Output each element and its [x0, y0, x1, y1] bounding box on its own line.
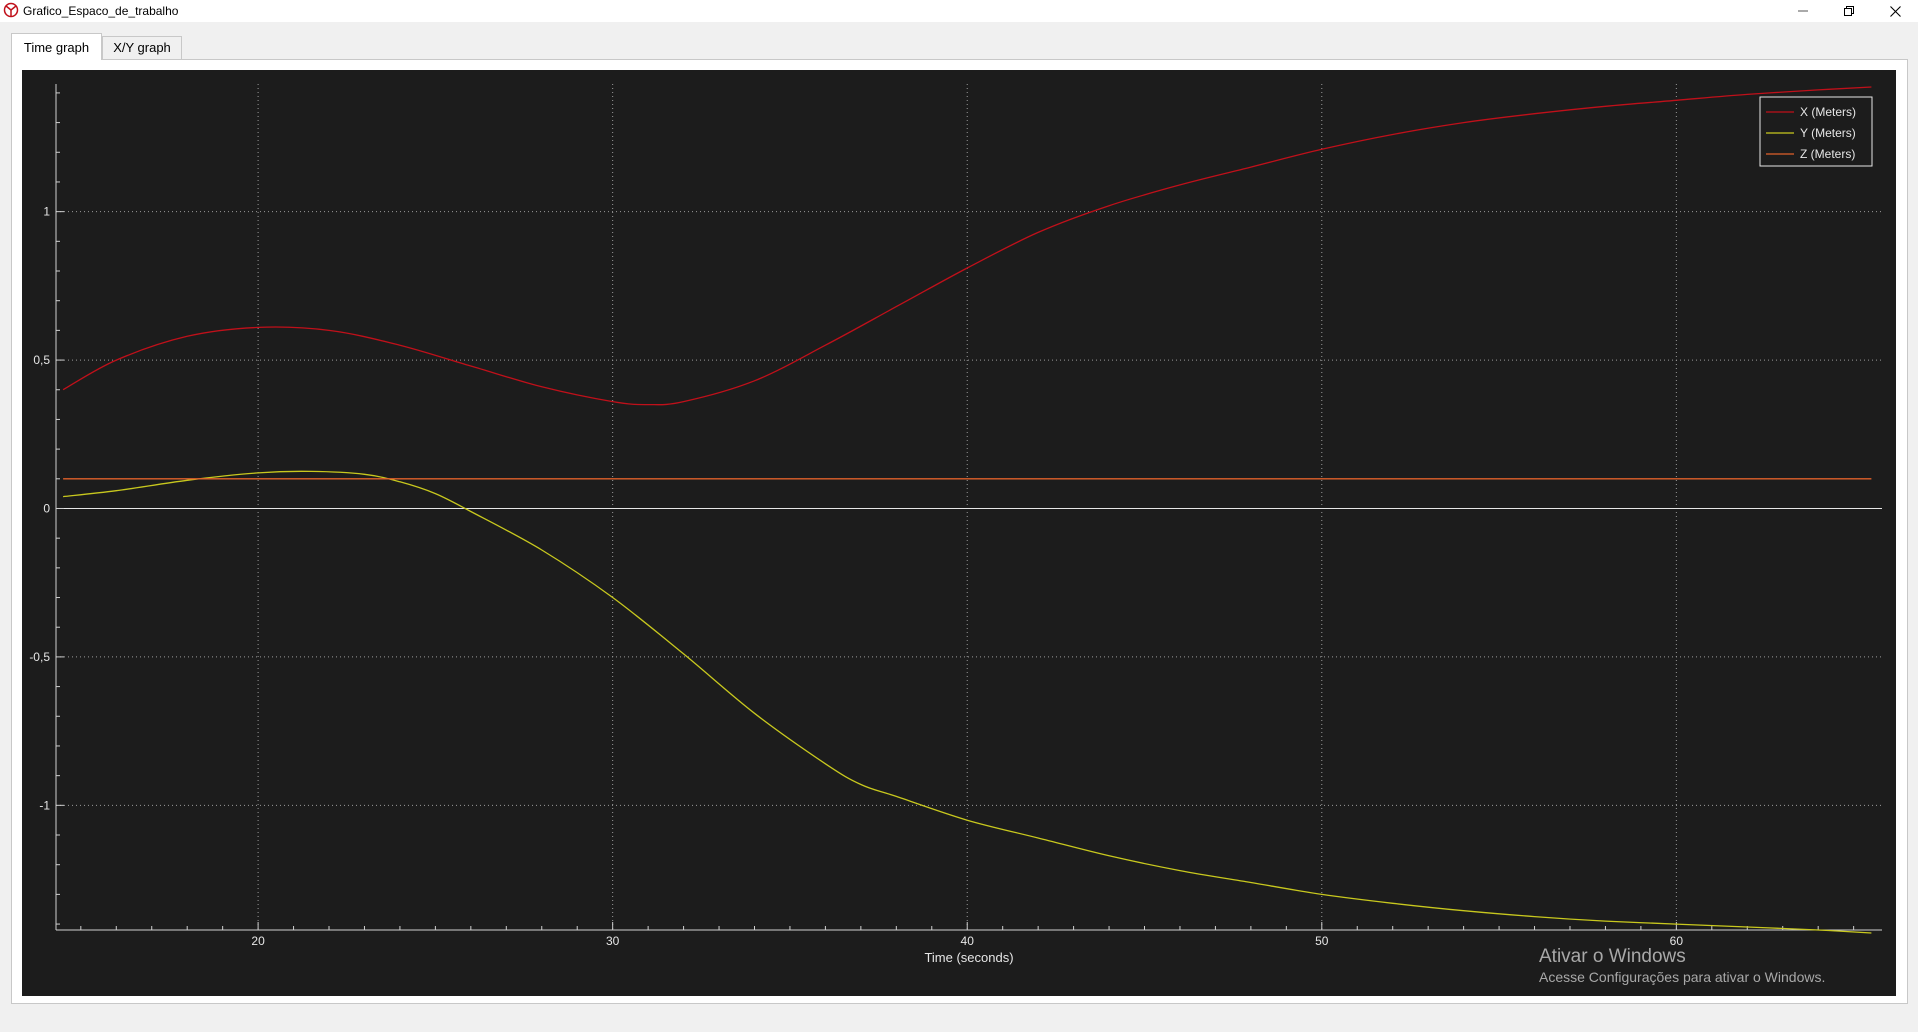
grid-lines [56, 84, 1882, 930]
close-icon [1889, 5, 1901, 17]
y-tick-label: 1 [43, 205, 50, 219]
tab-time-graph[interactable]: Time graph [11, 33, 102, 60]
legend[interactable]: X (Meters) Y (Meters) Z (Meters) [1759, 96, 1873, 167]
time-graph-chart[interactable]: 20 30 40 50 60 -1 -0,5 0 0,5 1 Time (seconds) X (… [22, 70, 1896, 996]
close-button[interactable] [1872, 0, 1918, 22]
tab-xy-graph[interactable]: X/Y graph [102, 36, 182, 59]
legend-label-z: Z (Meters) [1800, 147, 1855, 161]
x-tick-label: 30 [606, 934, 620, 948]
y-tick-label: 0,5 [33, 353, 50, 367]
series-y-line [63, 470, 1872, 934]
restore-button[interactable] [1826, 0, 1872, 22]
x-tick-label: 40 [961, 934, 975, 948]
tick-marks: 20 30 40 50 60 -1 -0,5 0 0,5 1 [29, 92, 1855, 948]
series-x-line [62, 86, 1872, 406]
series-lines [62, 86, 1872, 934]
watermark-subtitle: Acesse Configurações para ativar o Windo… [1539, 969, 1826, 985]
plot-area[interactable]: 20 30 40 50 60 -1 -0,5 0 0,5 1 Time (seconds) X (… [22, 70, 1896, 996]
axes [55, 84, 1882, 931]
x-tick-label: 60 [1670, 934, 1684, 948]
title-bar[interactable]: Grafico_Espaco_de_trabalho [0, 0, 1918, 22]
y-tick-label: 0 [43, 501, 50, 515]
y-tick-label: -1 [39, 798, 50, 812]
window-title: Grafico_Espaco_de_trabalho [23, 4, 179, 18]
app-logo-icon [3, 2, 19, 18]
x-axis-label: Time (seconds) [924, 950, 1013, 965]
legend-label-x: X (Meters) [1800, 105, 1856, 119]
restore-icon [1844, 6, 1854, 16]
x-tick-label: 50 [1315, 934, 1329, 948]
x-tick-label: 20 [251, 934, 265, 948]
y-tick-label: -0,5 [29, 650, 50, 664]
minimize-button[interactable] [1780, 0, 1826, 22]
windows-activation-watermark: Ativar o Windows Acesse Configurações pa… [1539, 946, 1825, 986]
minimize-icon [1798, 10, 1808, 12]
watermark-title: Ativar o Windows [1539, 946, 1686, 967]
legend-label-y: Y (Meters) [1800, 126, 1856, 140]
